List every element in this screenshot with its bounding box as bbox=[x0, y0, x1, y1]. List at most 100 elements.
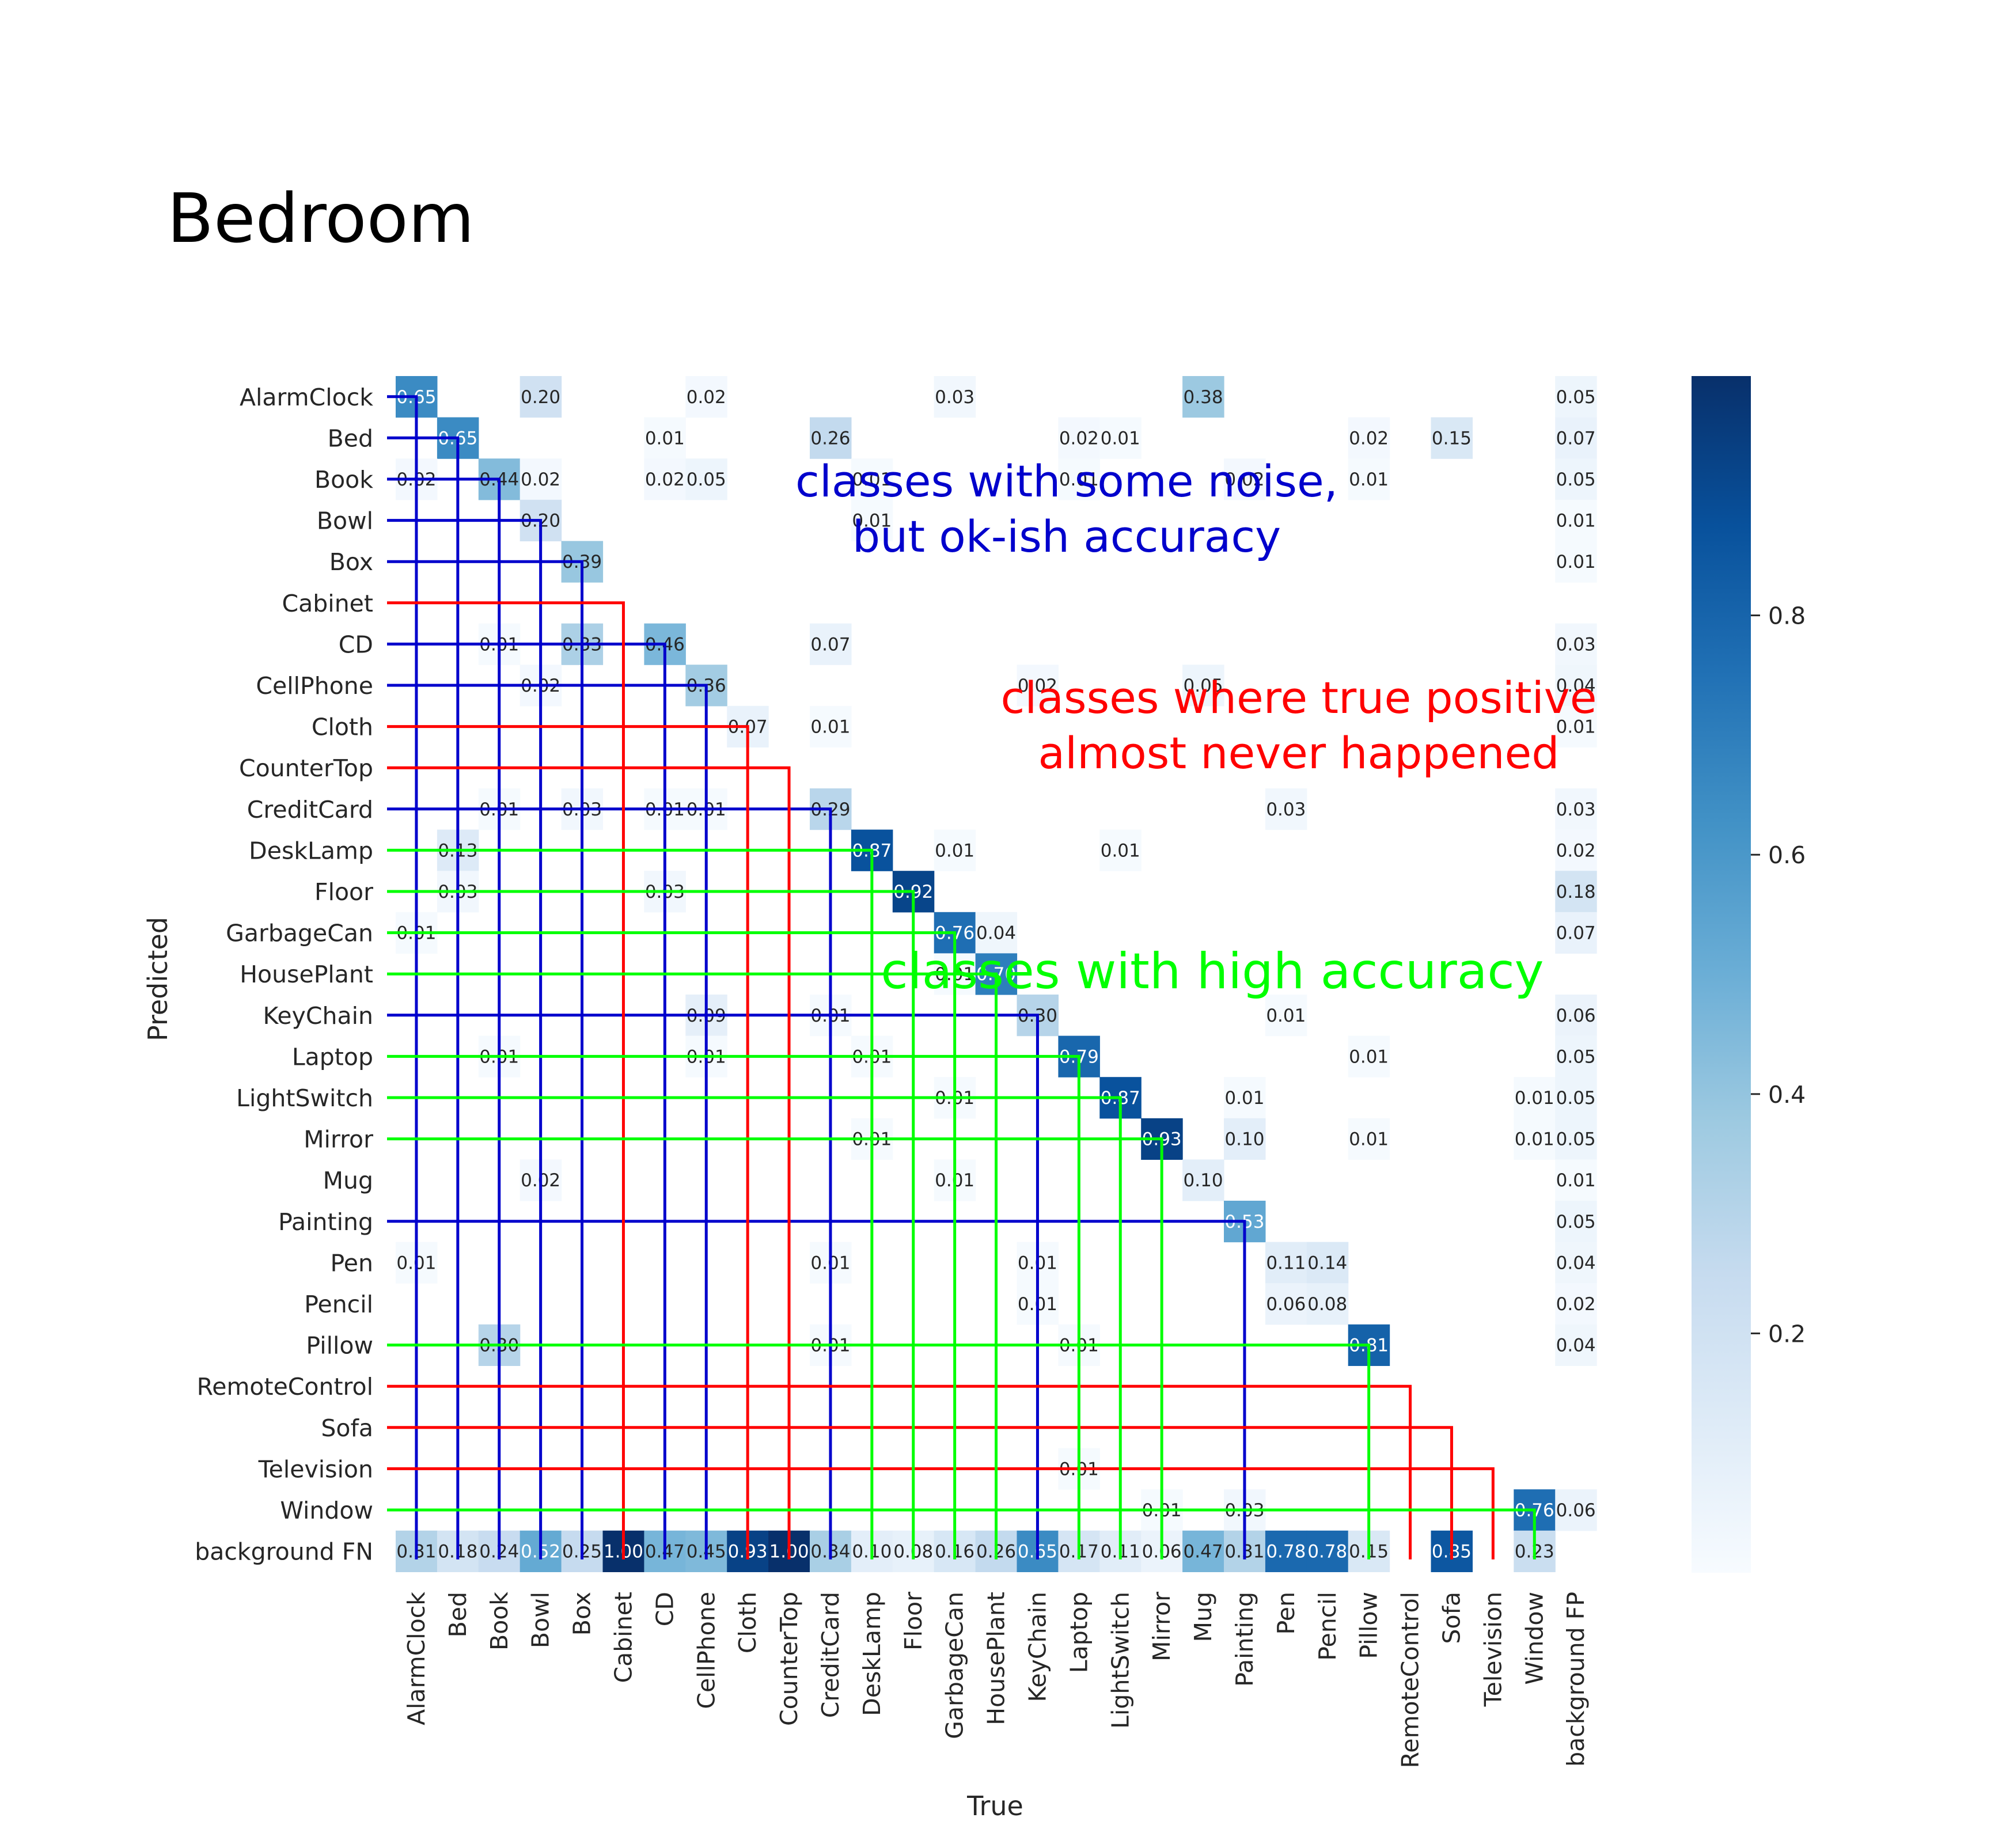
guide-line-painting bbox=[387, 1220, 1246, 1559]
x-tick-label: Pencil bbox=[1314, 1592, 1341, 1661]
cell-value-label: 0.03 bbox=[1556, 634, 1596, 655]
cell-value-label: 0.08 bbox=[1307, 1294, 1347, 1315]
x-tick-label: Laptop bbox=[1065, 1592, 1093, 1673]
heatmap-cell bbox=[1306, 1530, 1349, 1572]
annotation-text-high: classes with high accuracy bbox=[881, 943, 1544, 1000]
y-tick-label: Pencil bbox=[304, 1291, 373, 1318]
x-tick-label: background FP bbox=[1562, 1592, 1590, 1767]
colorbar-tick-label: 0.8 bbox=[1768, 602, 1806, 630]
guide-line-cellphone bbox=[387, 684, 708, 1559]
y-tick-label: Painting bbox=[278, 1208, 373, 1236]
cell-value-label: 0.02 bbox=[521, 469, 560, 490]
x-tick-label: Cabinet bbox=[609, 1592, 637, 1683]
heatmap-cell bbox=[1099, 417, 1142, 459]
y-tick-label: Bed bbox=[328, 424, 373, 452]
cell-value-label: 0.07 bbox=[1556, 428, 1596, 449]
y-tick-label: CounterTop bbox=[239, 754, 373, 782]
x-tick-label: LightSwitch bbox=[1106, 1592, 1134, 1729]
cell-value-label: 0.01 bbox=[1059, 469, 1099, 490]
heatmap-cell bbox=[1555, 912, 1597, 954]
y-tick-label: KeyChain bbox=[263, 1002, 373, 1030]
cell-value-label: 0.01 bbox=[1349, 1129, 1389, 1150]
cell-value-label: 0.01 bbox=[645, 428, 685, 449]
colorbar-ticks: 0.2 0.4 0.6 0.8 bbox=[1751, 602, 1806, 1348]
cell-value-label: 0.15 bbox=[1432, 428, 1472, 449]
heatmap-cell bbox=[1555, 788, 1597, 830]
cell-value-label: 0.04 bbox=[1556, 1335, 1596, 1356]
y-tick-label: AlarmClock bbox=[240, 384, 373, 411]
heatmap-cell bbox=[1555, 499, 1597, 541]
y-tick-label: Mug bbox=[323, 1167, 373, 1194]
heatmap-cell bbox=[1348, 1118, 1390, 1160]
annotation-texts: classes with some noise,but ok-ish accur… bbox=[795, 456, 1597, 1000]
annotation-text-noise: classes with some noise, bbox=[795, 456, 1338, 507]
x-tick-label: CreditCard bbox=[817, 1592, 844, 1718]
heatmap-cell bbox=[1555, 995, 1597, 1037]
cell-value-label: 0.06 bbox=[1556, 1005, 1596, 1026]
x-tick-label: Pen bbox=[1272, 1592, 1300, 1634]
colorbar-tick-label: 0.2 bbox=[1768, 1320, 1806, 1348]
cell-value-label: 0.02 bbox=[1059, 428, 1099, 449]
y-tick-label: Bowl bbox=[317, 507, 373, 535]
heatmap-cell bbox=[810, 417, 852, 459]
heatmap-cell bbox=[1431, 417, 1473, 459]
heatmap-cell bbox=[644, 458, 686, 500]
y-tick-label: Book bbox=[314, 466, 373, 494]
guide-line-creditcard bbox=[387, 807, 832, 1559]
cell-value-label: 0.01 bbox=[852, 511, 892, 532]
guide-line-houseplant bbox=[387, 972, 998, 1559]
guide-line-box bbox=[387, 560, 584, 1559]
heatmap-cell bbox=[975, 912, 1018, 954]
x-tick-label: CD bbox=[651, 1592, 678, 1626]
cell-value-label: 0.05 bbox=[1556, 1088, 1596, 1109]
y-tick-label: CellPhone bbox=[256, 672, 373, 700]
cell-value-label: 0.02 bbox=[1556, 840, 1596, 861]
guide-line-pillow bbox=[387, 1344, 1371, 1559]
y-tick-label: CD bbox=[339, 631, 373, 658]
heatmap-cell bbox=[934, 376, 976, 418]
heatmap-cell bbox=[1555, 1118, 1597, 1160]
guide-line-remotecontrol bbox=[387, 1384, 1412, 1559]
heatmap-cell bbox=[1555, 1035, 1597, 1077]
cell-value-label: 0.47 bbox=[1184, 1542, 1223, 1562]
heatmap-cell bbox=[1555, 1283, 1597, 1325]
x-tick-label: Bed bbox=[444, 1592, 472, 1637]
cell-value-label: 0.01 bbox=[810, 717, 850, 738]
guide-line-sofa bbox=[387, 1426, 1453, 1559]
cell-value-label: 0.01 bbox=[1266, 1005, 1306, 1026]
heatmap-cell bbox=[1555, 458, 1597, 500]
x-tick-label: Floor bbox=[900, 1592, 927, 1650]
cell-value-label: 0.02 bbox=[1224, 469, 1264, 490]
annotation-guide-lines bbox=[387, 395, 1536, 1559]
cell-value-label: 0.26 bbox=[810, 428, 850, 449]
heatmap-cell bbox=[1348, 458, 1390, 500]
guide-line-book bbox=[387, 477, 501, 1559]
y-tick-label: Box bbox=[329, 548, 373, 576]
y-tick-label: Mirror bbox=[304, 1126, 373, 1153]
x-tick-label: Pillow bbox=[1355, 1592, 1383, 1659]
guide-line-bowl bbox=[387, 519, 543, 1559]
cell-value-label: 0.04 bbox=[1556, 676, 1596, 696]
heatmap-cell-labels: 0.65 0.20 0.02 0.03 0.38 0.050.65 0.01 0.26 0.02… bbox=[396, 387, 1595, 1562]
heatmap-cell bbox=[1265, 788, 1307, 830]
y-tick-label: Window bbox=[280, 1497, 373, 1524]
heatmap-cell bbox=[934, 829, 976, 871]
x-tick-label: CellPhone bbox=[692, 1592, 720, 1709]
x-tick-labels: AlarmClock Bed Book Bowl Box Cabinet CD CellPho… bbox=[403, 1592, 1590, 1769]
heatmap-cell bbox=[851, 458, 893, 500]
guide-line-lightswitch bbox=[387, 1096, 1122, 1559]
y-tick-labels: AlarmClock Bed Book Bowl Box Cabinet CD CellPho… bbox=[195, 384, 373, 1566]
heatmap-cell bbox=[810, 623, 852, 665]
cell-value-label: 0.01 bbox=[1101, 840, 1140, 861]
y-tick-label: GarbageCan bbox=[226, 920, 373, 947]
heatmap-cell bbox=[1265, 995, 1307, 1037]
cell-value-label: 0.05 bbox=[1556, 1046, 1596, 1067]
guide-line-countertop bbox=[387, 766, 791, 1559]
heatmap-cell bbox=[685, 458, 727, 500]
y-axis-label: Predicted bbox=[142, 917, 173, 1041]
y-tick-label: Cloth bbox=[312, 714, 373, 741]
cell-value-label: 0.05 bbox=[1556, 1212, 1596, 1232]
x-tick-label: Window bbox=[1520, 1592, 1548, 1685]
cell-value-label: 0.05 bbox=[1556, 469, 1596, 490]
